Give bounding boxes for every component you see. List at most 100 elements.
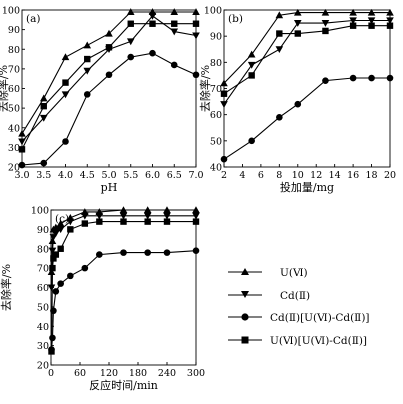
data-point — [81, 212, 89, 220]
y-tick-label: 60 — [8, 84, 20, 95]
series-line — [21, 52, 197, 166]
x-axis-label: 投加量/mg — [280, 180, 334, 194]
data-point — [367, 17, 376, 25]
y-tick-label: 80 — [8, 45, 20, 56]
y-tick-label: 40 — [210, 163, 222, 174]
data-point — [143, 212, 152, 220]
data-point — [52, 223, 60, 231]
y-tick-label: 50 — [210, 136, 222, 147]
legend-entry-0: U(Ⅵ) — [228, 267, 308, 279]
data-point — [349, 74, 357, 82]
data-point — [386, 17, 394, 25]
data-point — [294, 100, 302, 108]
data-point — [171, 20, 178, 27]
series-line — [223, 12, 390, 84]
x-tick-label: 3.0 — [14, 170, 29, 181]
data-point — [83, 67, 92, 75]
data-point — [148, 12, 157, 20]
plot-frame — [50, 209, 197, 366]
x-tick-label: 3.5 — [36, 170, 51, 181]
data-point — [50, 307, 57, 315]
plot-frame — [223, 9, 391, 168]
data-point — [192, 212, 200, 220]
y-tick-label: 70 — [8, 64, 20, 75]
y-tick-label: 20 — [8, 163, 20, 174]
data-point — [247, 61, 256, 69]
data-point — [56, 219, 65, 227]
y-tick-label: 40 — [8, 123, 20, 134]
y-tick-label: 30 — [8, 143, 20, 154]
x-tick-label: 7.0 — [188, 170, 203, 181]
data-point — [386, 74, 394, 82]
data-point — [96, 251, 103, 258]
y-tick-label: 90 — [210, 32, 222, 43]
data-point — [192, 8, 200, 16]
y-tick-label: 90 — [8, 25, 20, 36]
legend-entry-2: Cd(Ⅱ)[U(Ⅵ)-Cd(Ⅱ)] — [228, 312, 370, 324]
data-point — [163, 218, 171, 225]
data-point — [18, 129, 26, 137]
y-tick-label: 70 — [37, 264, 49, 275]
data-point — [119, 212, 128, 220]
data-point — [149, 20, 156, 27]
x-tick-label: 12 — [310, 170, 322, 181]
y-axis-label: 去除率/% — [0, 264, 13, 311]
series-line — [223, 25, 390, 95]
x-tick-label: 5.0 — [101, 170, 116, 181]
data-point — [276, 30, 283, 37]
data-point — [149, 49, 156, 57]
data-point — [192, 20, 200, 27]
data-point — [67, 272, 74, 280]
data-point — [192, 71, 200, 79]
x-axis-label: pH — [101, 181, 118, 194]
data-point — [192, 32, 200, 40]
data-point — [56, 226, 65, 234]
data-point — [275, 11, 284, 19]
x-tick-label: 6 — [258, 170, 264, 181]
data-point — [293, 20, 302, 27]
data-point — [127, 53, 135, 61]
data-point — [192, 218, 200, 225]
data-point — [144, 218, 151, 225]
data-point — [276, 113, 283, 121]
y-tick-label: 100 — [2, 6, 20, 17]
legend-entry-3: U(Ⅵ)[U(Ⅵ)-Cd(Ⅱ)] — [228, 335, 367, 347]
y-tick-label: 90 — [37, 225, 49, 236]
x-tick-label: 180 — [129, 368, 147, 379]
data-point — [49, 334, 56, 342]
x-tick-label: 6.5 — [167, 170, 182, 181]
y-tick-label: 80 — [210, 58, 222, 69]
data-point — [126, 8, 135, 16]
x-tick-label: 20 — [384, 170, 396, 181]
x-tick-label: 4.5 — [80, 170, 95, 181]
x-tick-label: 5.5 — [123, 170, 138, 181]
data-point — [275, 46, 284, 54]
data-point — [170, 28, 179, 36]
y-tick-label: 30 — [37, 341, 49, 352]
data-point — [321, 20, 330, 27]
data-point — [349, 8, 357, 16]
x-tick-label: 16 — [347, 170, 359, 181]
data-point — [294, 30, 301, 37]
data-point — [192, 247, 200, 254]
data-point — [81, 220, 89, 227]
y-tick-label: 60 — [37, 283, 49, 294]
data-point — [220, 79, 228, 87]
data-point — [52, 288, 60, 295]
data-point — [48, 237, 57, 245]
data-point — [349, 17, 357, 25]
x-tick-label: 2 — [221, 170, 227, 181]
x-tick-label: 14 — [329, 170, 341, 181]
data-point — [47, 284, 56, 292]
data-point — [144, 249, 151, 256]
data-point — [81, 264, 89, 272]
data-point — [321, 8, 330, 16]
data-point — [67, 226, 74, 233]
data-point — [52, 251, 60, 258]
series-line — [50, 250, 197, 350]
data-point — [220, 155, 228, 163]
y-tick-label: 40 — [37, 322, 49, 333]
x-tick-label: 300 — [187, 368, 205, 379]
data-point — [386, 8, 394, 16]
